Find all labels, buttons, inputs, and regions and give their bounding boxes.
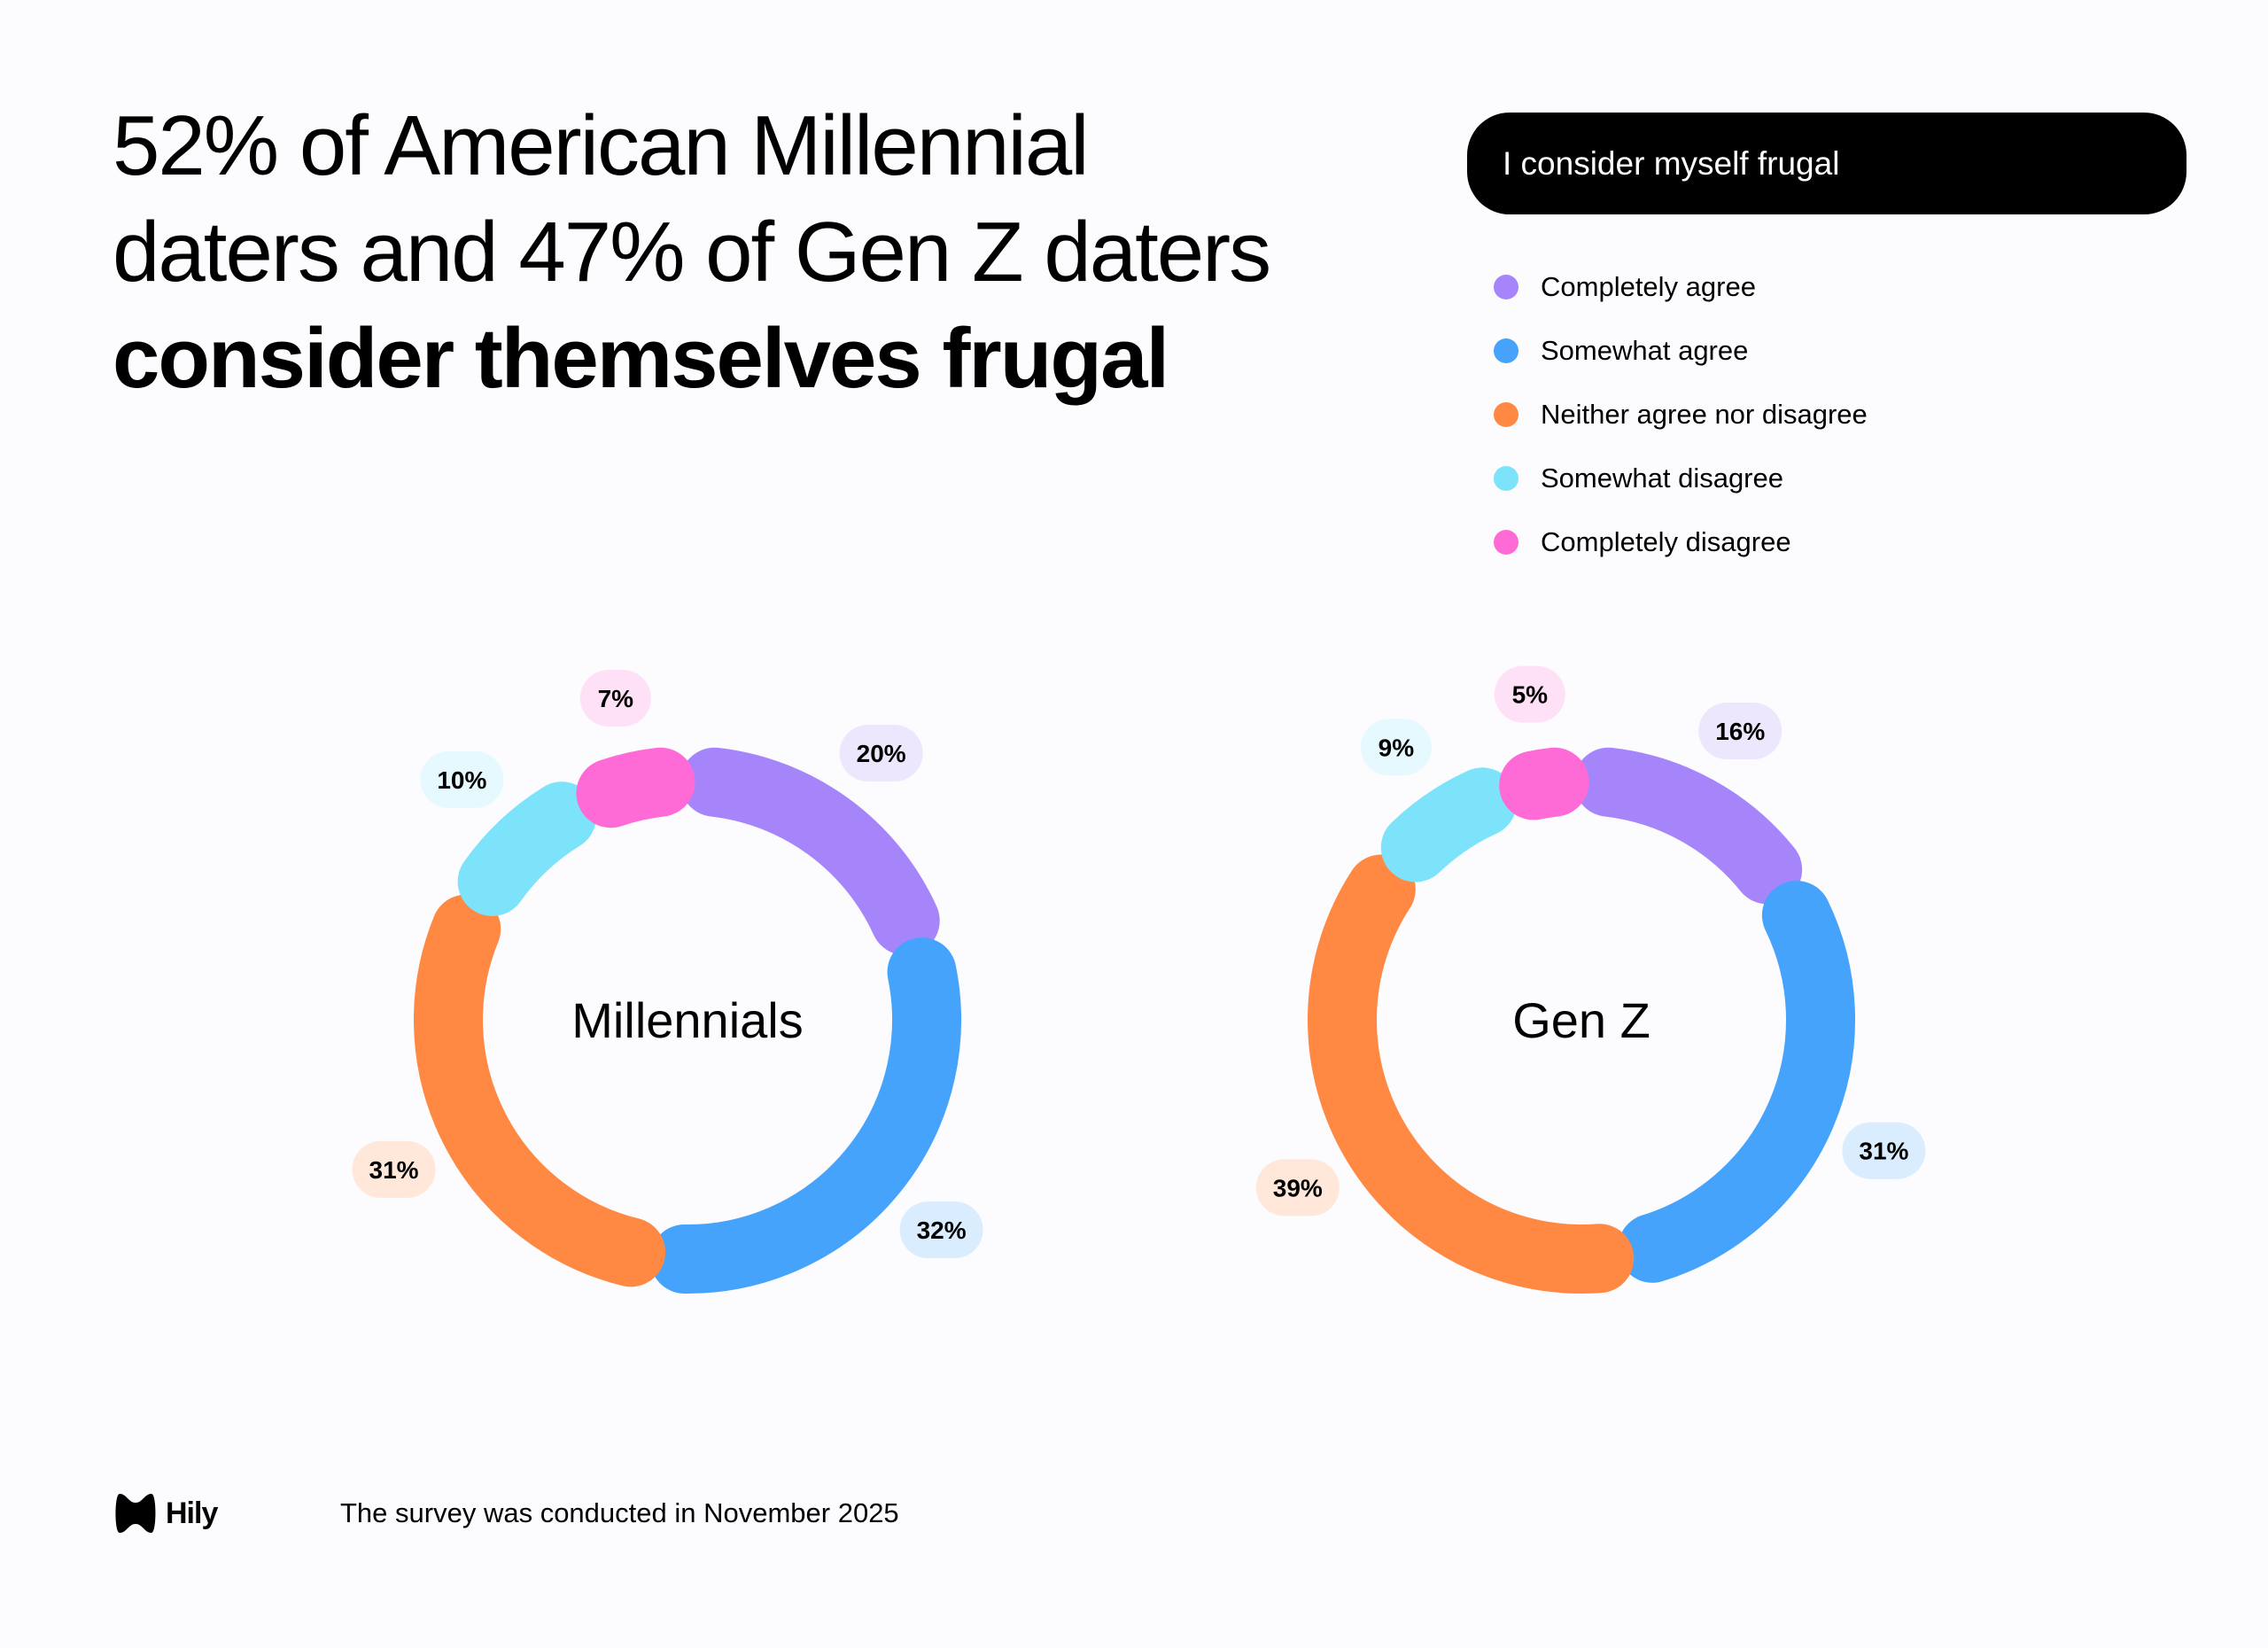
data-label: 39% <box>1255 1159 1340 1217</box>
data-label-bg <box>1842 1122 1926 1179</box>
data-label: 31% <box>352 1140 436 1198</box>
data-label: 10% <box>420 750 504 808</box>
donut-segment <box>680 747 940 956</box>
title-line-3: consider themselves frugal <box>113 311 1169 406</box>
data-label-bg <box>1494 665 1565 723</box>
page-title: 52% of American Millennial daters and 47… <box>113 93 1271 412</box>
legend-dot-icon <box>1494 466 1518 491</box>
legend-label: Somewhat disagree <box>1541 463 1783 494</box>
data-label: 32% <box>899 1201 983 1259</box>
data-label-text: 20% <box>857 740 906 767</box>
data-label-bg <box>352 1140 436 1198</box>
donut-center-label: Gen Z <box>1512 992 1651 1048</box>
data-label: 7% <box>579 669 651 727</box>
data-label-bg <box>1698 703 1783 760</box>
data-label-text: 7% <box>598 685 634 712</box>
legend-label: Completely disagree <box>1541 526 1791 557</box>
legend-label: Neither agree nor disagree <box>1541 399 1868 430</box>
legend-item: Somewhat agree <box>1494 319 1868 383</box>
data-label-bg <box>1255 1159 1340 1217</box>
data-label-text: 9% <box>1379 734 1415 761</box>
data-label-text: 16% <box>1715 718 1765 745</box>
data-label-text: 5% <box>1512 681 1549 709</box>
data-label-text: 39% <box>1273 1174 1323 1201</box>
title-line-1: 52% of American Millennial <box>113 98 1090 193</box>
data-label-text: 31% <box>1859 1138 1908 1165</box>
legend-item: Completely agree <box>1494 255 1868 319</box>
data-label-bg <box>1360 719 1432 776</box>
donut-segment <box>1499 747 1589 820</box>
data-label-bg <box>420 750 504 808</box>
donut-segment <box>1380 767 1518 882</box>
data-label-text: 10% <box>437 766 486 794</box>
legend-item: Neither agree nor disagree <box>1494 383 1868 447</box>
data-label: 20% <box>839 725 923 782</box>
legend-title: I consider myself frugal <box>1467 113 2186 214</box>
data-label: 5% <box>1494 665 1565 723</box>
data-label-bg <box>839 725 923 782</box>
donut-segment <box>576 747 695 828</box>
legend-title-text: I consider myself frugal <box>1503 144 1840 182</box>
title-line-2: daters and 47% of Gen Z daters <box>113 205 1271 299</box>
data-label-text: 31% <box>369 1156 419 1184</box>
data-label-text: 32% <box>917 1217 967 1244</box>
legend-item: Completely disagree <box>1494 510 1868 574</box>
donut-segment <box>414 894 666 1287</box>
legend-dot-icon <box>1494 402 1518 427</box>
donut-segment <box>649 937 961 1294</box>
legend-label: Completely agree <box>1541 271 1756 302</box>
data-label: 9% <box>1360 719 1432 776</box>
legend: Completely agree Somewhat agree Neither ag… <box>1494 255 1868 574</box>
donut-segment <box>1308 854 1635 1294</box>
legend-item: Somewhat disagree <box>1494 447 1868 510</box>
data-label: 31% <box>1842 1122 1926 1179</box>
legend-dot-icon <box>1494 275 1518 299</box>
donut-segment <box>1573 747 1803 905</box>
legend-dot-icon <box>1494 338 1518 363</box>
logo-text: Hily <box>166 1496 218 1530</box>
donut-center-label: Millennials <box>571 992 803 1048</box>
survey-note: The survey was conducted in November 202… <box>340 1497 899 1528</box>
legend-label: Somewhat agree <box>1541 335 1749 366</box>
donut-segment <box>1618 881 1855 1283</box>
data-label-bg <box>899 1201 983 1259</box>
legend-dot-icon <box>1494 530 1518 555</box>
hily-logo: Hily <box>113 1490 218 1536</box>
data-label-bg <box>579 669 651 727</box>
hily-logo-icon <box>115 1494 156 1533</box>
data-label: 16% <box>1698 703 1783 760</box>
donut-segment <box>457 781 597 916</box>
